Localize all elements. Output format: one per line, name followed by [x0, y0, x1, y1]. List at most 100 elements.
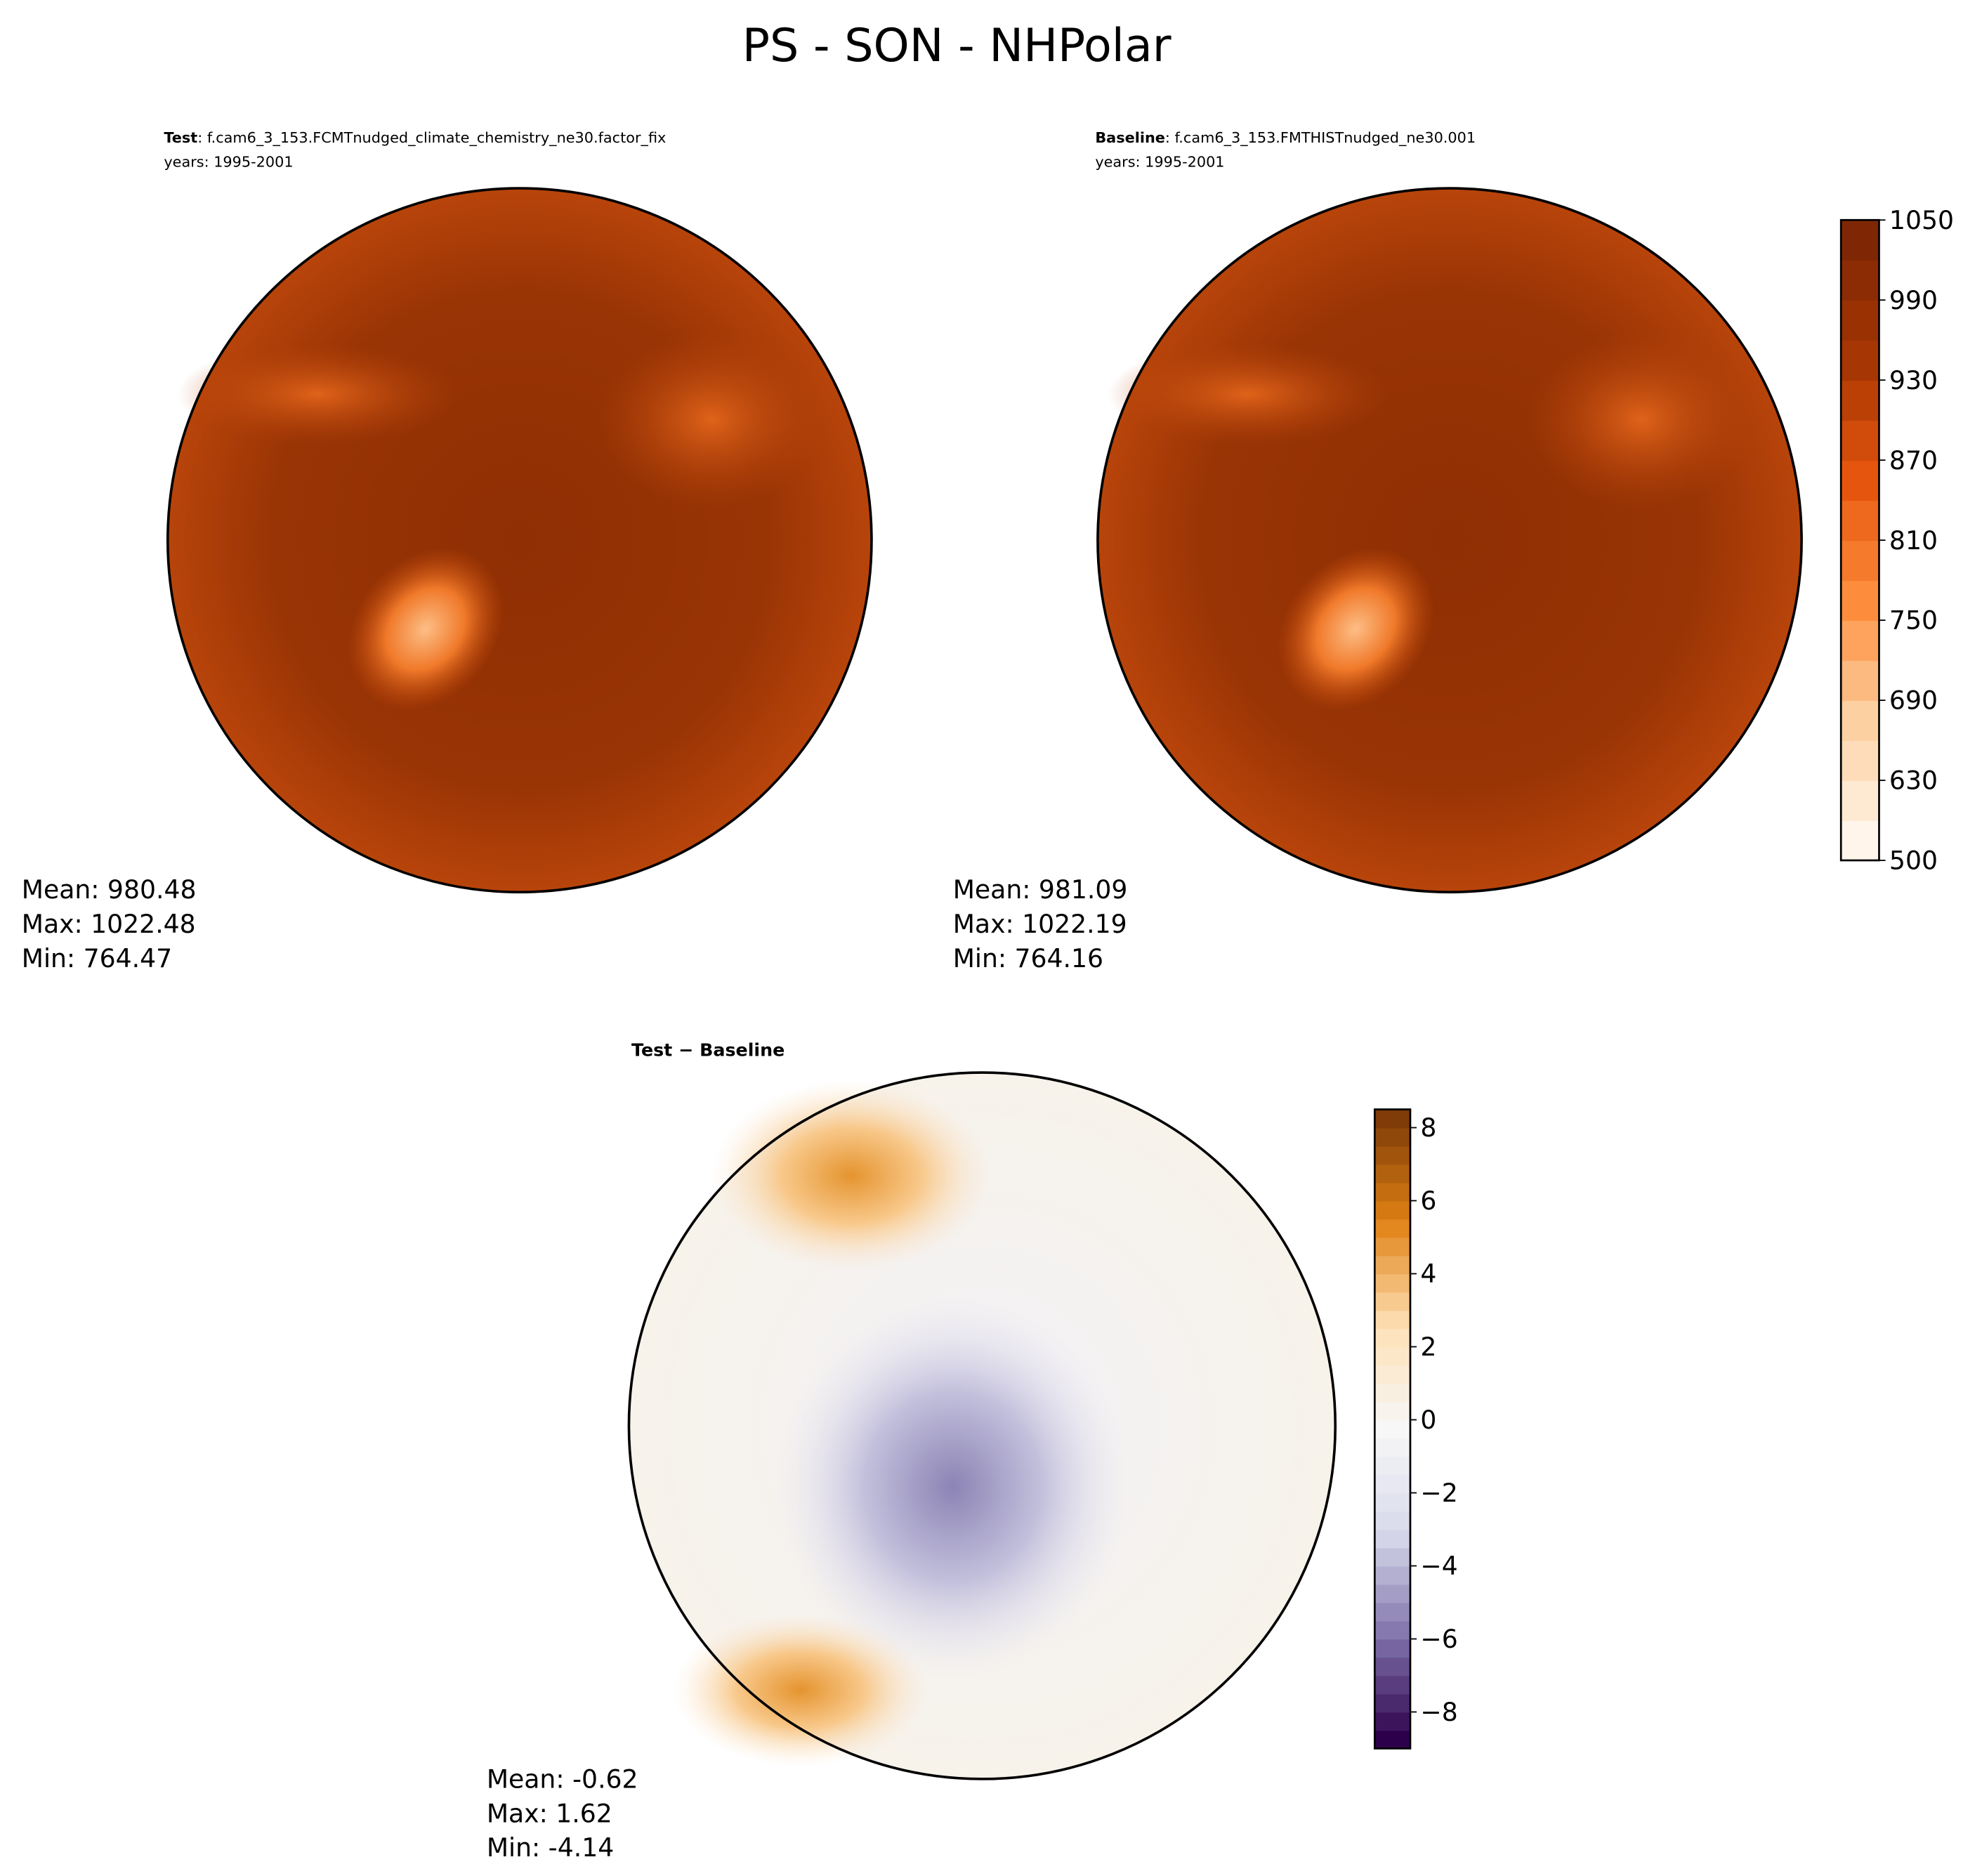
colorbar-band	[1841, 660, 1879, 701]
stat: Max: 1022.19	[953, 909, 1127, 939]
map-border	[166, 187, 873, 893]
map	[1096, 187, 1803, 893]
colorbar-tick-label: −2	[1420, 1478, 1457, 1508]
map-feature	[775, 1296, 1131, 1678]
colorbar-tick-label: 630	[1889, 766, 1938, 796]
colorbar-band	[1374, 1237, 1410, 1257]
colorbar-tick-label: −4	[1420, 1551, 1457, 1581]
map-feature	[711, 1080, 991, 1271]
figure-title: PS - SON - NHPolar	[742, 20, 1172, 72]
colorbar-band	[1841, 580, 1879, 621]
colorbar-band	[1374, 1182, 1410, 1202]
stat: Max: 1.62	[487, 1798, 612, 1828]
colorbar-band	[1374, 1164, 1410, 1183]
colorbar-band	[1374, 1529, 1410, 1549]
colorbar: −8 −6 −4 −2 0 2 4 6 8	[1373, 1108, 1458, 1750]
colorbar-band	[1374, 1346, 1410, 1366]
colorbar-band	[1841, 780, 1879, 821]
colorbar-band	[1841, 540, 1879, 581]
colorbar-band	[1374, 1657, 1410, 1677]
colorbar-tick-label: 500	[1889, 846, 1938, 876]
colorbar-band	[1374, 1474, 1410, 1494]
colorbar-band	[1841, 500, 1879, 542]
map-feature	[1277, 547, 1434, 711]
colorbar-tick-label: 990	[1889, 285, 1938, 315]
colorbar-band	[1841, 340, 1879, 381]
years: years: 1995-2001	[1095, 153, 1224, 170]
colorbar-band	[1374, 1146, 1410, 1165]
colorbar-tick-label: 690	[1889, 686, 1938, 716]
colorbar-band	[1374, 1456, 1410, 1476]
stat: Min: -4.14	[487, 1832, 614, 1863]
colorbar-band	[1374, 1255, 1410, 1275]
stats: Mean: -0.62 Max: 1.62 Min: -4.14	[487, 1764, 638, 1863]
colorbar-tick-label: 6	[1420, 1186, 1436, 1216]
colorbar-band	[1374, 1566, 1410, 1585]
map-feature	[597, 330, 826, 509]
colorbar-band	[1374, 1328, 1410, 1348]
case-name: : f.cam6_3_153.FCMTnudged_climate_chemis…	[197, 129, 666, 146]
colorbar-band	[1374, 1584, 1410, 1603]
map-field	[1097, 188, 1802, 893]
stat: Max: 1022.48	[22, 909, 196, 939]
colorbar-band	[1374, 1639, 1410, 1658]
colorbar-tick-label: 930	[1889, 365, 1938, 395]
colorbar-tick-label: 810	[1889, 525, 1938, 556]
colorbar-band	[1374, 1511, 1410, 1530]
map	[627, 1071, 1337, 1780]
map-feature	[1527, 330, 1757, 509]
panel-label: Test	[164, 129, 197, 146]
colorbar-band	[1374, 1219, 1410, 1238]
colorbar-tick-label: 0	[1420, 1405, 1436, 1435]
colorbar: 500 630 690 750 810 870 930 990 1050	[1839, 205, 1954, 876]
panel-label: Baseline	[1095, 129, 1165, 146]
colorbar-tick-label: −8	[1420, 1697, 1457, 1727]
panel-label: Test − Baseline	[631, 1039, 785, 1061]
stat: Min: 764.16	[953, 943, 1103, 973]
map	[166, 187, 873, 893]
panel-header: Test: f.cam6_3_153.FCMTnudged_climate_ch…	[164, 129, 666, 146]
colorbar-band	[1374, 1438, 1410, 1457]
colorbar-tick-label: 8	[1420, 1113, 1436, 1143]
map-feature	[347, 547, 504, 711]
colorbar-band	[1841, 380, 1879, 421]
stat: Mean: -0.62	[487, 1764, 638, 1795]
colorbar-band	[1374, 1365, 1410, 1384]
colorbar-tick-label: 1050	[1889, 205, 1954, 235]
colorbar-band	[1374, 1109, 1410, 1129]
colorbar-band	[1374, 1547, 1410, 1567]
map-border	[627, 1071, 1337, 1780]
colorbar-band	[1841, 620, 1879, 661]
colorbar-band	[1374, 1675, 1410, 1695]
stat: Min: 764.47	[22, 943, 172, 973]
colorbar-band	[1374, 1383, 1410, 1403]
map-border	[1096, 187, 1803, 893]
map-feature	[1108, 343, 1388, 445]
colorbar-band	[1374, 1419, 1410, 1439]
case-name: : f.cam6_3_153.FMTHISTnudged_ne30.001	[1165, 129, 1476, 146]
colorbar-tick-label: 2	[1420, 1332, 1436, 1362]
colorbar-band	[1841, 820, 1879, 861]
colorbar-band	[1374, 1693, 1410, 1713]
panel-header: Baseline: f.cam6_3_153.FMTHISTnudged_ne3…	[1095, 129, 1476, 146]
colorbar-tick-label: 4	[1420, 1259, 1436, 1289]
colorbar-tick-label: 870	[1889, 445, 1938, 475]
colorbar-band	[1374, 1602, 1410, 1622]
stats: Mean: 980.48 Max: 1022.48 Min: 764.47	[22, 874, 197, 973]
colorbar-band	[1374, 1712, 1410, 1731]
years: years: 1995-2001	[164, 153, 293, 170]
colorbar-band	[1841, 740, 1879, 781]
colorbar-tick-label: −6	[1420, 1624, 1457, 1654]
colorbar-band	[1374, 1401, 1410, 1421]
map-feature	[673, 1613, 928, 1766]
colorbar-band	[1374, 1273, 1410, 1293]
colorbar-band	[1374, 1730, 1410, 1750]
colorbar-band	[1841, 420, 1879, 461]
colorbar-band	[1841, 300, 1879, 341]
colorbar-band	[1374, 1127, 1410, 1147]
colorbar-band	[1374, 1292, 1410, 1311]
colorbar-frame	[1373, 1108, 1412, 1750]
colorbar-band	[1841, 260, 1879, 301]
